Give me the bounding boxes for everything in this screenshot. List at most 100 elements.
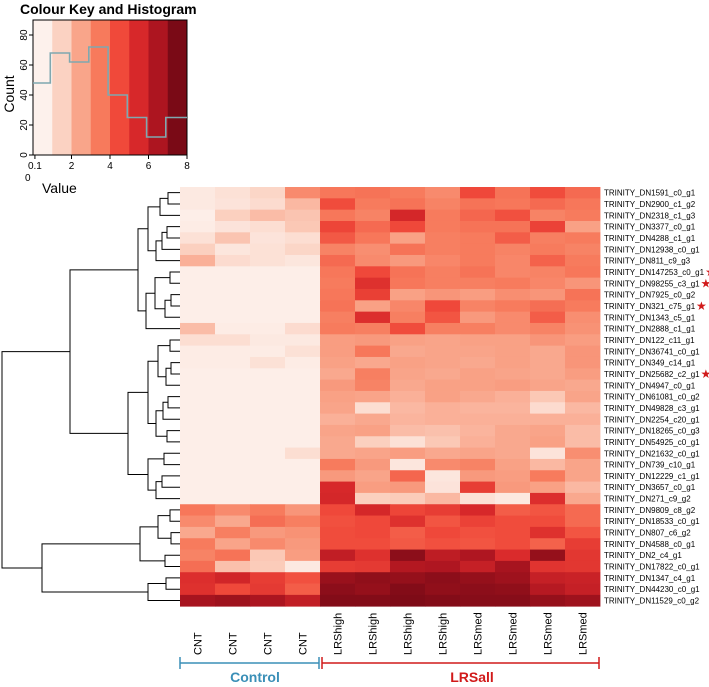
- dendrogram-branch: [164, 554, 180, 568]
- heatmap-cell: [495, 470, 531, 482]
- heatmap-cell: [390, 413, 426, 426]
- row-label: TRINITY_DN54925_c0_g1: [604, 438, 700, 447]
- dendrogram-branch: [167, 396, 180, 409]
- heatmap-cell: [495, 232, 531, 245]
- heatmap-cell: [390, 538, 426, 550]
- heatmap-cell: [460, 424, 496, 437]
- heatmap-cell: [285, 220, 321, 233]
- heatmap-cell: [355, 481, 391, 494]
- heatmap-cell: [355, 390, 391, 403]
- color-key-x-tick-label: 4: [107, 161, 113, 172]
- heatmap-cell: [495, 198, 531, 211]
- dendrogram-branch: [167, 192, 180, 205]
- heatmap-cell: [495, 504, 531, 516]
- heatmap-cell: [355, 345, 391, 358]
- color-key-band: [110, 20, 130, 155]
- heatmap-cell: [495, 390, 531, 403]
- heatmap-cell: [530, 198, 566, 211]
- heatmap-cell: [180, 243, 216, 256]
- color-key-y-label: Count: [1, 75, 17, 112]
- heatmap-cell: [320, 334, 356, 347]
- heatmap-cell: [180, 594, 216, 607]
- heatmap-cell: [250, 390, 286, 403]
- heatmap-cell: [390, 379, 426, 392]
- dendrogram-branch: [166, 430, 180, 443]
- heatmap-cell: [565, 300, 601, 313]
- heatmap-cell: [215, 334, 251, 347]
- heatmap-cell: [285, 288, 321, 301]
- heatmap-cell: [215, 232, 251, 245]
- heatmap-cell: [390, 243, 426, 256]
- heatmap-cell: [285, 549, 321, 562]
- row-label: TRINITY_DN147253_c0_g1: [604, 268, 705, 277]
- row-label: TRINITY_DN2318_c1_g3: [604, 211, 696, 220]
- row-label: TRINITY_DN2254_c20_g1: [604, 415, 700, 424]
- heatmap-cell: [250, 334, 286, 347]
- heatmap-cell: [425, 504, 461, 516]
- dendrogram-branch: [169, 509, 180, 522]
- heatmap-cell: [355, 560, 391, 573]
- heatmap-cell: [285, 526, 321, 539]
- heatmap-cell: [355, 515, 391, 528]
- heatmap-cell: [530, 515, 566, 528]
- heatmap-cell: [355, 470, 391, 482]
- heatmap-cell: [320, 492, 356, 505]
- heatmap-cell: [565, 492, 601, 505]
- heatmap-cell: [355, 594, 391, 607]
- heatmap-cell: [530, 560, 566, 573]
- heatmap-cell: [320, 583, 356, 596]
- heatmap-cell: [285, 583, 321, 596]
- heatmap-cell: [390, 436, 426, 448]
- heatmap-cell: [495, 345, 531, 358]
- heatmap-cell: [565, 594, 601, 607]
- heatmap-cell: [530, 470, 566, 482]
- heatmap-cell: [215, 572, 251, 584]
- heatmap-cell: [390, 187, 426, 199]
- heatmap-cell: [565, 549, 601, 562]
- column-label: LRSmed: [508, 612, 520, 655]
- row-label: TRINITY_DN811_c9_g3: [604, 257, 691, 266]
- row-labels: TRINITY_DN1591_c0_g1 TRINITY_DN2900_c1_g2…: [604, 189, 709, 606]
- heatmap-cell: [285, 198, 321, 211]
- heatmap-cell: [355, 322, 391, 335]
- heatmap-cell: [320, 549, 356, 562]
- heatmap-cell: [215, 254, 251, 267]
- heatmap-cell: [495, 300, 531, 313]
- heatmap-cell: [285, 254, 321, 267]
- heatmap-cell: [390, 458, 426, 471]
- heatmap-cell: [460, 481, 496, 494]
- color-key-title: Colour Key and Histogram: [20, 1, 197, 17]
- heatmap-cell: [495, 492, 531, 505]
- heatmap-cell: [390, 424, 426, 437]
- heatmap-cell: [425, 220, 461, 233]
- dendrogram-branch: [170, 294, 180, 307]
- heatmap-cell: [355, 243, 391, 256]
- column-label: CNT: [228, 632, 240, 655]
- heatmap-cell: [250, 526, 286, 539]
- dendrogram-branch: [147, 583, 180, 602]
- color-key-y-tick-label: 60: [19, 59, 30, 71]
- heatmap-cell: [285, 447, 321, 460]
- heatmap-cell: [180, 300, 216, 313]
- heatmap-cell: [530, 379, 566, 392]
- column-label: LRShigh: [333, 613, 345, 655]
- heatmap-cell: [495, 379, 531, 392]
- heatmap-cell: [565, 413, 601, 426]
- heatmap-cell: [320, 254, 356, 267]
- heatmap-cell: [355, 379, 391, 392]
- dendrogram-branch: [170, 362, 180, 375]
- heatmap-cell: [425, 594, 461, 607]
- heatmap-cell: [425, 572, 461, 584]
- heatmap-cell: [215, 515, 251, 528]
- row-label: TRINITY_DN9809_c8_g2: [604, 506, 696, 515]
- heatmap-cell: [565, 504, 601, 516]
- heatmap-cell: [565, 538, 601, 550]
- heatmap-cell: [285, 572, 321, 584]
- heatmap-cell: [495, 436, 531, 448]
- heatmap-cell: [565, 232, 601, 245]
- heatmap-cell: [215, 402, 251, 414]
- heatmap-cell: [495, 447, 531, 460]
- heatmap-cell: [320, 402, 356, 414]
- heatmap-cell: [565, 334, 601, 347]
- significance-star: ★★: [705, 265, 709, 279]
